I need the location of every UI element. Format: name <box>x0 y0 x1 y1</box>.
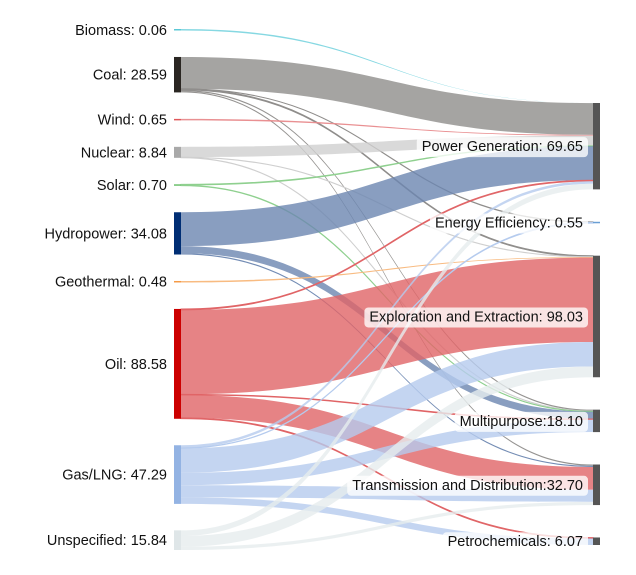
link-biomass-to-power[interactable] <box>181 29 593 104</box>
nodes-layer <box>174 29 600 550</box>
source-node-hydropower[interactable] <box>174 212 181 255</box>
link-unspecified-to-exploration[interactable] <box>181 366 593 547</box>
source-node-oil[interactable] <box>174 308 181 419</box>
target-label-multipurpose: Multipurpose:18.10 <box>460 414 583 430</box>
target-label-bg-transmission <box>347 475 588 496</box>
target-label-power: Power Generation: 69.65 <box>422 139 583 155</box>
source-label-unspecified: Unspecified: 15.84 <box>47 533 167 549</box>
target-label-bg-power <box>416 137 588 158</box>
target-node-multipurpose[interactable] <box>593 409 600 433</box>
target-label-exploration: Exploration and Extraction: 98.03 <box>369 309 583 325</box>
target-label-petrochemicals: Petrochemicals: 6.07 <box>448 534 583 550</box>
target-label-efficiency: Energy Efficiency: 0.55 <box>435 216 583 232</box>
target-node-power[interactable] <box>593 103 600 190</box>
source-node-gas[interactable] <box>174 445 181 504</box>
link-geothermal-to-exploration[interactable] <box>181 257 593 283</box>
target-label-bg-efficiency <box>429 213 588 234</box>
target-label-bg-exploration <box>364 307 588 328</box>
link-gas-to-exploration[interactable] <box>181 341 593 473</box>
source-node-coal[interactable] <box>174 56 181 93</box>
target-node-petrochemicals[interactable] <box>593 537 600 545</box>
source-node-geothermal[interactable] <box>174 280 181 283</box>
target-label-bg-petrochemicals <box>442 532 588 553</box>
link-hydropower-to-power[interactable] <box>181 146 593 247</box>
source-node-nuclear[interactable] <box>174 146 181 158</box>
source-label-gas: Gas/LNG: 47.29 <box>62 468 167 484</box>
source-label-oil: Oil: 88.58 <box>105 357 167 373</box>
source-node-solar[interactable] <box>174 184 181 186</box>
source-label-coal: Coal: 28.59 <box>93 68 167 84</box>
source-label-nuclear: Nuclear: 8.84 <box>81 145 167 161</box>
target-label-transmission: Transmission and Distribution:32.70 <box>352 478 583 494</box>
link-wind-to-power[interactable] <box>181 118 593 136</box>
link-gas-to-efficiency[interactable] <box>180 221 594 449</box>
source-label-solar: Solar: 0.70 <box>97 178 167 194</box>
labels-layer: Biomass: 0.06 Coal: 28.59 Wind: 0.65 Nuclea… <box>44 23 588 553</box>
target-node-exploration[interactable] <box>593 255 600 378</box>
link-unspecified-to-power[interactable] <box>181 183 593 536</box>
source-node-biomass[interactable] <box>174 29 181 31</box>
target-label-bg-multipurpose <box>454 411 588 432</box>
source-label-hydropower: Hydropower: 34.08 <box>44 226 167 242</box>
source-node-wind[interactable] <box>174 118 181 121</box>
target-node-efficiency[interactable] <box>593 221 600 224</box>
source-node-unspecified[interactable] <box>174 530 181 550</box>
source-label-geothermal: Geothermal: 0.48 <box>55 275 167 291</box>
link-gas-to-petrochemicals[interactable] <box>181 497 593 545</box>
link-unspecified-to-transmission[interactable] <box>181 501 593 550</box>
link-coal-to-transmission[interactable] <box>181 91 593 466</box>
target-node-transmission[interactable] <box>593 464 600 506</box>
source-label-biomass: Biomass: 0.06 <box>75 23 167 39</box>
link-coal-to-power[interactable] <box>181 56 593 135</box>
source-label-wind: Wind: 0.65 <box>98 113 167 129</box>
links-layer <box>180 29 594 550</box>
link-coal-to-multipurpose[interactable] <box>181 89 593 411</box>
